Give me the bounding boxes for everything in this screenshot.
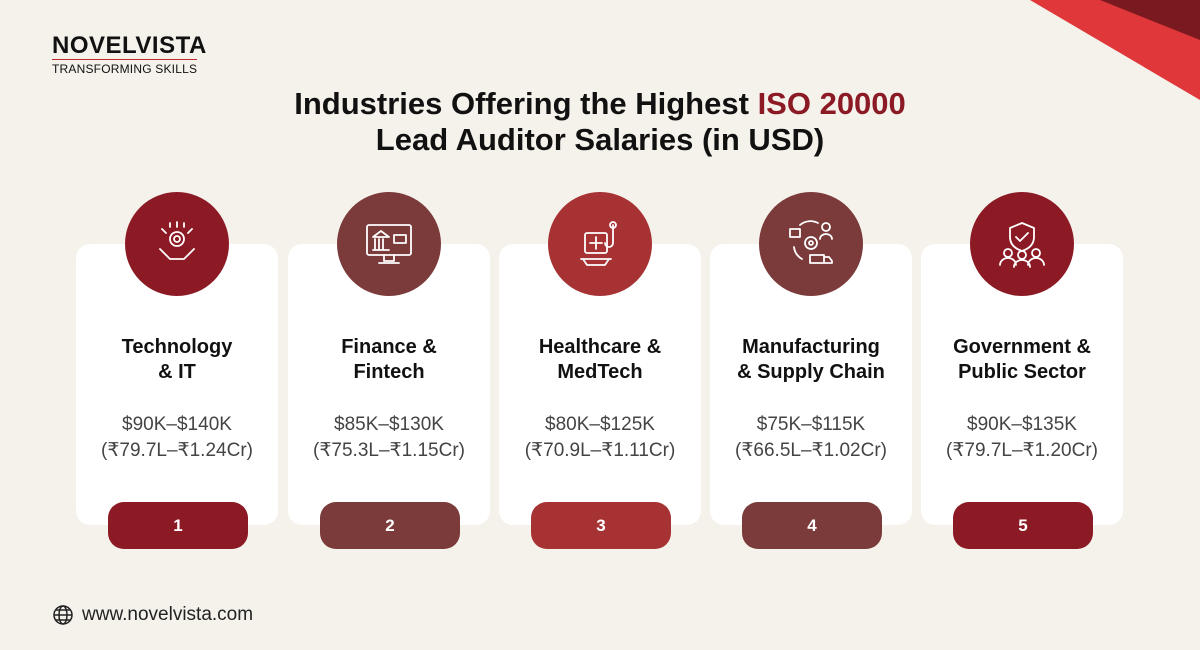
- industry-name-line: MedTech: [557, 361, 643, 383]
- logo-name: NOVELVISTA: [52, 32, 207, 59]
- icon-circle: [337, 192, 441, 296]
- industry-name: Manufacturing & Supply Chain: [710, 335, 912, 385]
- corner-stripe: [1030, 0, 1200, 100]
- industry-icon: [580, 221, 617, 266]
- industry-icon: [789, 220, 833, 264]
- rank-badge: 3: [531, 502, 671, 549]
- corner-stripe: [1100, 0, 1200, 40]
- industry-name-line: Government &: [953, 336, 1091, 358]
- title-text: Lead Auditor Salaries (in USD): [375, 122, 825, 157]
- industry-card: Technology & IT $90K–$140K (₹79.7L–₹1.24Cr)…: [76, 192, 278, 549]
- title-highlight: ISO 20000: [757, 86, 906, 121]
- title: Industries Offering the Highest ISO 2000…: [0, 86, 1200, 158]
- rank-badge: 2: [320, 502, 460, 549]
- industry-icon: [159, 221, 195, 260]
- salary-inr: (₹79.7L–₹1.24Cr): [101, 440, 253, 461]
- industry-card: Government & Public Sector $90K–$135K (₹79.…: [921, 192, 1123, 549]
- salary-usd: $80K–$125K: [545, 414, 655, 435]
- salary-inr: (₹75.3L–₹1.15Cr): [313, 440, 465, 461]
- rank-badge: 4: [742, 502, 882, 549]
- industry-name-line: & Supply Chain: [737, 361, 885, 383]
- salary-usd: $75K–$115K: [756, 414, 866, 435]
- icon-circle: [548, 192, 652, 296]
- rank-badge: 1: [108, 502, 248, 549]
- salary-usd: $90K–$135K: [967, 414, 1077, 435]
- website: www.novelvista.com: [82, 604, 254, 625]
- globe-icon: [53, 605, 73, 625]
- industry-card: Manufacturing & Supply Chain $75K–$115K (₹6…: [710, 192, 912, 549]
- industry-name-line: Manufacturing: [742, 336, 880, 358]
- industry-name-line: Technology: [121, 336, 233, 358]
- logo-tagline: TRANSFORMING SKILLS: [52, 59, 198, 76]
- icon-circle: [125, 192, 229, 296]
- industry-name-line: Fintech: [353, 361, 425, 383]
- rank-badge: 5: [953, 502, 1093, 549]
- industry-name-line: Finance &: [341, 336, 437, 358]
- industry-name-line: Healthcare &: [538, 336, 662, 358]
- title-text: Industries Offering the Highest: [294, 86, 749, 121]
- salary-usd: $90K–$140K: [122, 414, 232, 435]
- industry-name-line: Public Sector: [958, 361, 1086, 383]
- salary-usd: $85K–$130K: [334, 414, 444, 435]
- industry-name: Technology & IT: [76, 335, 278, 385]
- footer: www.novelvista.com: [52, 604, 253, 626]
- icon-circle: [759, 192, 863, 296]
- salary-inr: (₹66.5L–₹1.02Cr): [735, 440, 887, 461]
- salary-inr: (₹70.9L–₹1.11Cr): [524, 440, 676, 461]
- industry-name: Government & Public Sector: [921, 335, 1123, 385]
- industry-name-line: & IT: [158, 361, 196, 383]
- industry-icon: [999, 222, 1045, 268]
- icon-circle: [970, 192, 1074, 296]
- industry-name: Finance & Fintech: [288, 335, 490, 385]
- industry-name: Healthcare & MedTech: [499, 335, 701, 385]
- industry-icon: [366, 224, 412, 264]
- salary-inr: (₹79.7L–₹1.20Cr): [946, 440, 1098, 461]
- industry-card: Healthcare & MedTech $80K–$125K (₹70.9L–₹1.…: [499, 192, 701, 549]
- industry-card: Finance & Fintech $85K–$130K (₹75.3L–₹1.15C…: [288, 192, 490, 549]
